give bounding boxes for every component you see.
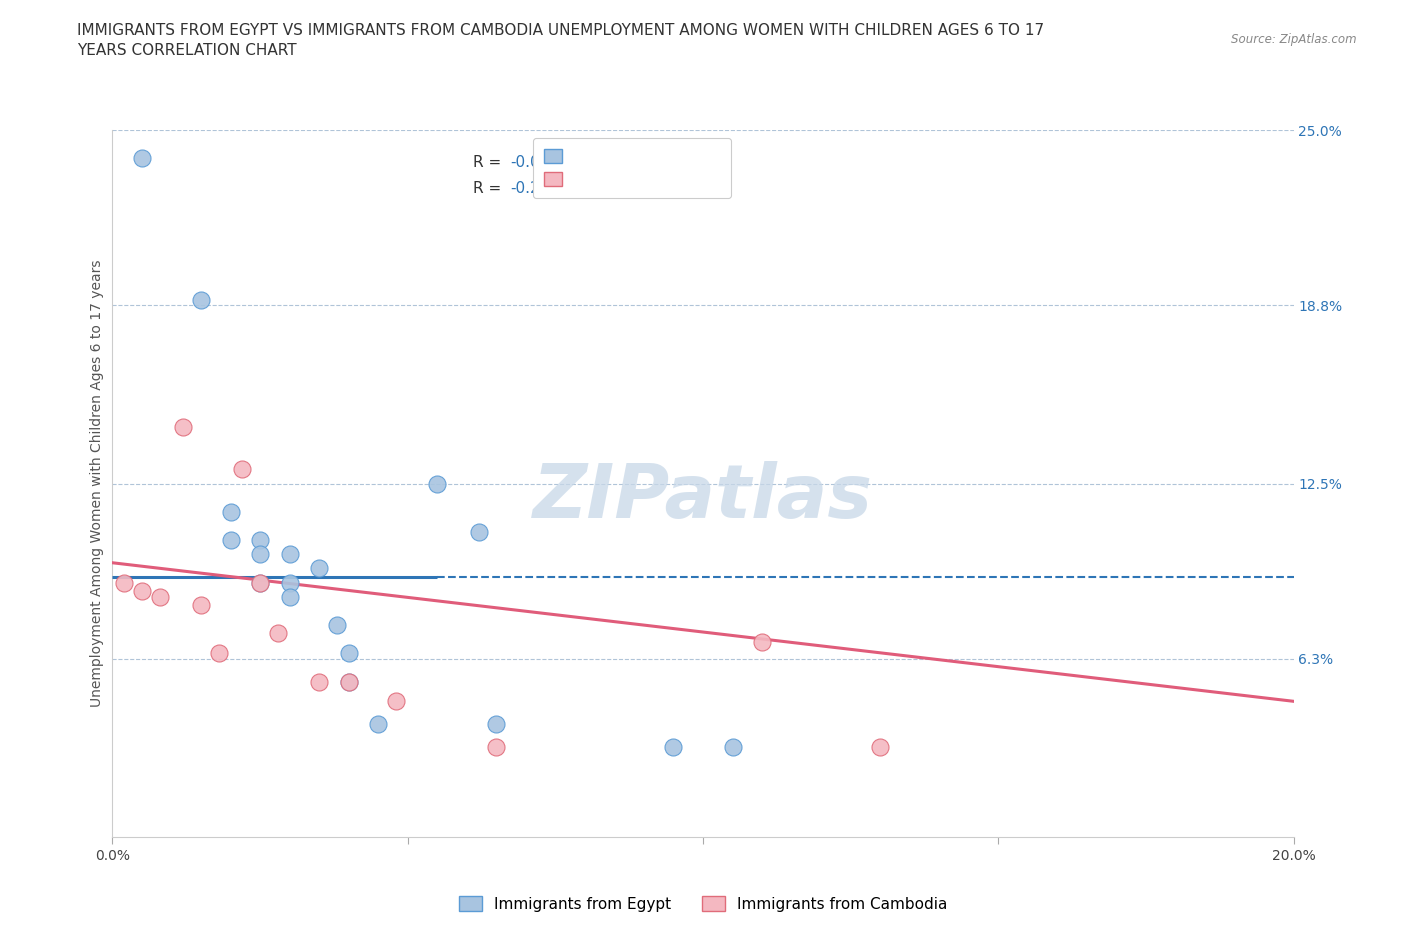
- Point: [426, 476, 449, 491]
- Point: [190, 598, 212, 613]
- Text: N =: N =: [603, 180, 637, 195]
- Y-axis label: Unemployment Among Women with Children Ages 6 to 17 years: Unemployment Among Women with Children A…: [90, 259, 104, 708]
- Point: [326, 618, 349, 632]
- Point: [308, 561, 330, 576]
- Point: [485, 716, 508, 731]
- Legend: Immigrants from Egypt, Immigrants from Cambodia: Immigrants from Egypt, Immigrants from C…: [453, 890, 953, 918]
- Point: [267, 626, 290, 641]
- Point: [485, 739, 508, 754]
- Point: [278, 575, 301, 590]
- Text: -0.004: -0.004: [510, 154, 560, 169]
- Text: ZIPatlas: ZIPatlas: [533, 461, 873, 534]
- Point: [190, 292, 212, 307]
- Point: [172, 419, 194, 434]
- Legend:                               ,                               : ,: [533, 138, 731, 198]
- Point: [385, 694, 408, 709]
- Point: [219, 504, 242, 519]
- Point: [278, 547, 301, 562]
- Point: [721, 739, 744, 754]
- Point: [367, 716, 389, 731]
- Text: N =: N =: [603, 154, 637, 169]
- Text: IMMIGRANTS FROM EGYPT VS IMMIGRANTS FROM CAMBODIA UNEMPLOYMENT AMONG WOMEN WITH : IMMIGRANTS FROM EGYPT VS IMMIGRANTS FROM…: [77, 23, 1045, 58]
- Point: [467, 525, 489, 539]
- Point: [131, 151, 153, 166]
- Point: [337, 674, 360, 689]
- Point: [869, 739, 891, 754]
- Point: [112, 575, 135, 590]
- Point: [208, 645, 231, 660]
- Text: -0.224: -0.224: [510, 180, 560, 195]
- Point: [219, 533, 242, 548]
- Point: [337, 674, 360, 689]
- Point: [249, 575, 271, 590]
- Point: [751, 634, 773, 649]
- Point: [249, 575, 271, 590]
- Point: [278, 590, 301, 604]
- Point: [249, 547, 271, 562]
- Point: [249, 533, 271, 548]
- Point: [308, 674, 330, 689]
- Point: [662, 739, 685, 754]
- Text: R =: R =: [472, 180, 506, 195]
- Text: R =: R =: [472, 154, 506, 169]
- Point: [131, 584, 153, 599]
- Point: [337, 645, 360, 660]
- Text: Source: ZipAtlas.com: Source: ZipAtlas.com: [1232, 33, 1357, 46]
- Point: [149, 590, 172, 604]
- Text: 20: 20: [636, 154, 655, 169]
- Point: [231, 462, 253, 477]
- Text: 15: 15: [636, 180, 655, 195]
